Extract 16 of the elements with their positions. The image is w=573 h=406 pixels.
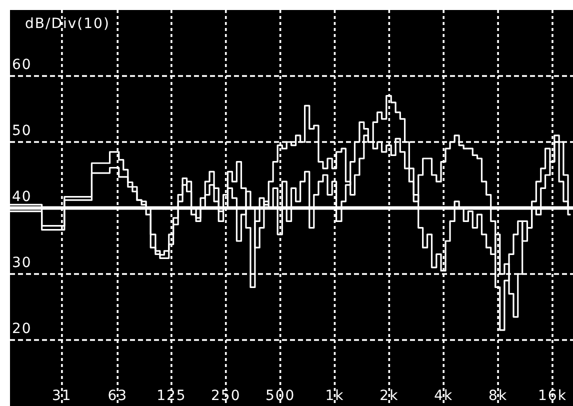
x-tick-label: 1k [325,388,344,404]
x-tick-label: 16k [538,388,567,404]
y-axis-title: dB/Div(10) [25,16,110,32]
x-tick-label: 31 [52,388,72,404]
x-tick-label: 125 [156,388,186,404]
y-tick-label: 60 [12,57,32,73]
x-tick-label: 250 [211,388,241,404]
x-tick-label: 4k [434,388,454,404]
y-tick-label: 20 [12,321,32,337]
x-tick-label: 63 [108,388,128,404]
x-tick-label: 8k [488,388,508,404]
x-tick-label: 2k [380,388,399,404]
y-tick-label: 40 [12,189,32,205]
y-tick-label: 30 [12,255,32,271]
y-tick-label: 50 [12,123,32,139]
x-tick-label: 500 [265,388,296,404]
